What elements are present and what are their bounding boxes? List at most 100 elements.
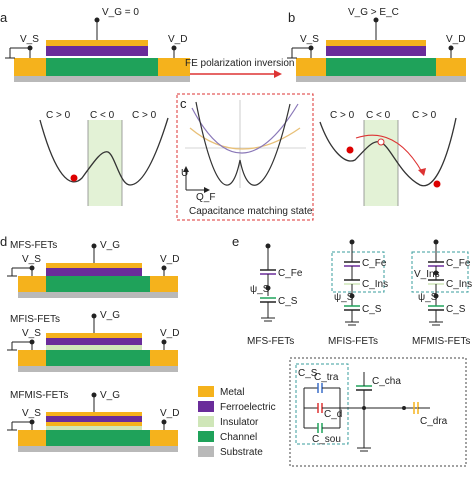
mfmis-cins: C_Ins xyxy=(446,279,472,290)
mfs-vg: V_G xyxy=(100,240,120,251)
mfis-cfe: C_Fe xyxy=(362,258,387,269)
mfs-circuit-title: MFS-FETs xyxy=(247,336,294,347)
vg-label-b: V_G > E_C xyxy=(348,7,399,18)
arrow-label: FE polarization inversion xyxy=(185,58,295,69)
panel-label-b: b xyxy=(288,10,295,25)
legend-swatch-channel xyxy=(198,431,214,442)
vd-label-b: V_D xyxy=(446,34,465,45)
mfmis-vins: V_Ins xyxy=(414,269,440,280)
start-point xyxy=(346,146,354,154)
energy-left: C > 0 C < 0 C > 0 xyxy=(39,110,169,206)
ctra-label: C_tra xyxy=(314,372,339,383)
channel xyxy=(46,58,158,76)
source-metal xyxy=(14,58,46,76)
mfmis-cfe: C_Fe xyxy=(446,258,471,269)
panel-c: U Q_F Capacitance matching state xyxy=(176,93,314,221)
mfs-cfe: C_Fe xyxy=(278,268,303,279)
panel-c-caption: Capacitance matching state xyxy=(189,206,313,217)
mfis-vg: V_G xyxy=(100,310,120,321)
legend-swatch-substrate xyxy=(198,446,214,457)
axis-u: U xyxy=(181,168,188,179)
substrate xyxy=(14,76,190,82)
transition-arrow xyxy=(355,134,423,173)
detail-circuit-border xyxy=(289,357,467,467)
purple-curve xyxy=(191,103,299,154)
axis-q: Q_F xyxy=(196,192,215,203)
device-a: V_G = 0 V_S V_D xyxy=(5,7,190,82)
mfis-circuit-title: MFIS-FETs xyxy=(328,336,378,347)
circuit-mfis: C_Fe C_Ins ψ_S C_S MFIS-FETs xyxy=(328,239,388,347)
mfmis-circuit-title: MFMIS-FETs xyxy=(412,336,470,347)
ferroelectric xyxy=(46,46,148,56)
mfs-vd: V_D xyxy=(160,254,179,265)
legend-label-channel: Channel xyxy=(220,432,257,443)
mfs-vs: V_S xyxy=(22,254,41,265)
energy-right: C > 0 C < 0 C > 0 xyxy=(319,110,457,206)
mfmis-title: MFMIS-FETs xyxy=(10,390,68,401)
csou-label: C_sou xyxy=(312,434,341,445)
c-pos-right: C > 0 xyxy=(412,110,437,121)
negative-c-region xyxy=(364,120,398,206)
drain-metal xyxy=(436,58,466,76)
c-neg-left: C < 0 xyxy=(90,110,115,121)
panel-label-e: e xyxy=(232,234,239,249)
c-pos-left: C > 0 xyxy=(46,110,71,121)
legend-label-insulator: Insulator xyxy=(220,417,259,428)
dark-curve xyxy=(195,101,291,186)
panel-c-border xyxy=(176,93,314,221)
mfis-vs: V_S xyxy=(22,328,41,339)
state-point xyxy=(70,174,78,182)
orange-curve xyxy=(189,127,301,150)
cdra-label: C_dra xyxy=(420,416,448,427)
mfis-dashed-box xyxy=(331,251,385,293)
mfs-cs: C_S xyxy=(278,296,298,307)
legend-swatch-insulator xyxy=(198,416,214,427)
legend-label-substrate: Substrate xyxy=(220,447,263,458)
vd-label-a: V_D xyxy=(168,34,187,45)
fet-mfs: MFS-FETs V_G V_S V_D xyxy=(7,240,179,298)
ferroelectric xyxy=(326,46,426,56)
circuit-mfmis: C_Fe V_Ins C_Ins ψ_S C_S MFMIS-FETs xyxy=(411,239,472,347)
legend-swatch-ferroelectric xyxy=(198,401,214,412)
cs-box-label: C_S xyxy=(298,368,318,379)
mfis-psi: ψ_S xyxy=(334,292,354,303)
mfmis-vs: V_S xyxy=(22,408,41,419)
legend: Metal Ferroelectric Insulator Channel Substr… xyxy=(198,386,276,458)
fet-mfis: MFIS-FETs V_G V_S V_D xyxy=(7,310,179,372)
ccha-label: C_cha xyxy=(372,376,401,387)
c-pos-right: C > 0 xyxy=(132,110,157,121)
end-point xyxy=(433,180,441,188)
fet-mfmis: MFMIS-FETs V_G V_S V_D xyxy=(7,390,179,452)
mfis-title: MFIS-FETs xyxy=(10,314,60,325)
mfis-cs: C_S xyxy=(362,304,382,315)
cd-label: C_d xyxy=(324,409,342,420)
mfmis-cs: C_S xyxy=(446,304,466,315)
double-well-curve xyxy=(39,117,169,186)
mfs-title: MFS-FETs xyxy=(10,240,57,251)
channel xyxy=(326,58,436,76)
mfis-cins: C_Ins xyxy=(362,279,388,290)
device-b: V_G > E_C V_S V_D xyxy=(287,7,466,82)
gate-metal xyxy=(326,40,426,46)
vg-label-a: V_G = 0 xyxy=(102,7,139,18)
mfmis-psi: ψ_S xyxy=(418,292,438,303)
mfs-psi: ψ_S xyxy=(250,284,270,295)
cs-dashed-box xyxy=(295,363,349,445)
mid-point xyxy=(377,138,385,146)
detail-circuit: C_S C_tra C_d C_sou C_cha C_dra xyxy=(289,357,467,467)
drain-metal xyxy=(158,58,190,76)
mfmis-vg: V_G xyxy=(100,390,120,401)
vs-label-a: V_S xyxy=(20,34,39,45)
circuit-mfs: C_Fe ψ_S C_S MFS-FETs xyxy=(247,243,303,347)
gate-metal xyxy=(46,40,148,46)
legend-label-ferroelectric: Ferroelectric xyxy=(220,402,276,413)
panel-label-a: a xyxy=(0,10,8,25)
vs-label-b: V_S xyxy=(300,34,319,45)
legend-label-metal: Metal xyxy=(220,387,244,398)
mfis-vd: V_D xyxy=(160,328,179,339)
legend-swatch-metal xyxy=(198,386,214,397)
source-metal xyxy=(296,58,326,76)
panel-label-d: d xyxy=(0,234,7,249)
substrate xyxy=(296,76,466,82)
